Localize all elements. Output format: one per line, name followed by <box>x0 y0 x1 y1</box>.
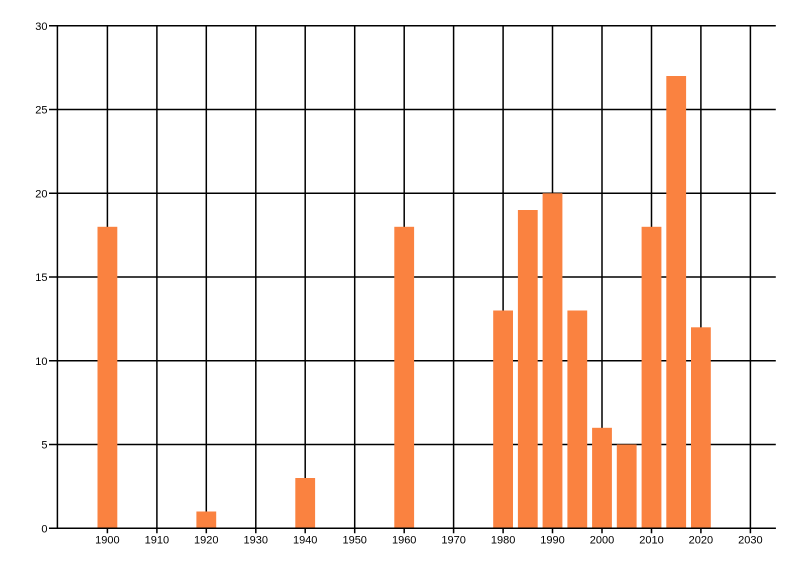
svg-text:20: 20 <box>35 188 47 200</box>
svg-text:2010: 2010 <box>639 535 663 547</box>
svg-text:2020: 2020 <box>689 535 713 547</box>
svg-text:25: 25 <box>35 105 47 117</box>
svg-text:1960: 1960 <box>392 535 416 547</box>
svg-text:1950: 1950 <box>342 535 366 547</box>
svg-text:1900: 1900 <box>95 535 119 547</box>
svg-text:1990: 1990 <box>540 535 564 547</box>
svg-text:2030: 2030 <box>738 535 762 547</box>
svg-text:15: 15 <box>35 272 47 284</box>
svg-text:30: 30 <box>35 21 47 33</box>
svg-text:1970: 1970 <box>441 535 465 547</box>
svg-text:0: 0 <box>41 523 47 535</box>
svg-text:1910: 1910 <box>145 535 169 547</box>
svg-text:10: 10 <box>35 356 47 368</box>
svg-text:2000: 2000 <box>590 535 614 547</box>
svg-text:1940: 1940 <box>293 535 317 547</box>
svg-text:1930: 1930 <box>244 535 268 547</box>
svg-text:5: 5 <box>41 440 47 452</box>
svg-text:1980: 1980 <box>491 535 515 547</box>
svg-text:1920: 1920 <box>194 535 218 547</box>
